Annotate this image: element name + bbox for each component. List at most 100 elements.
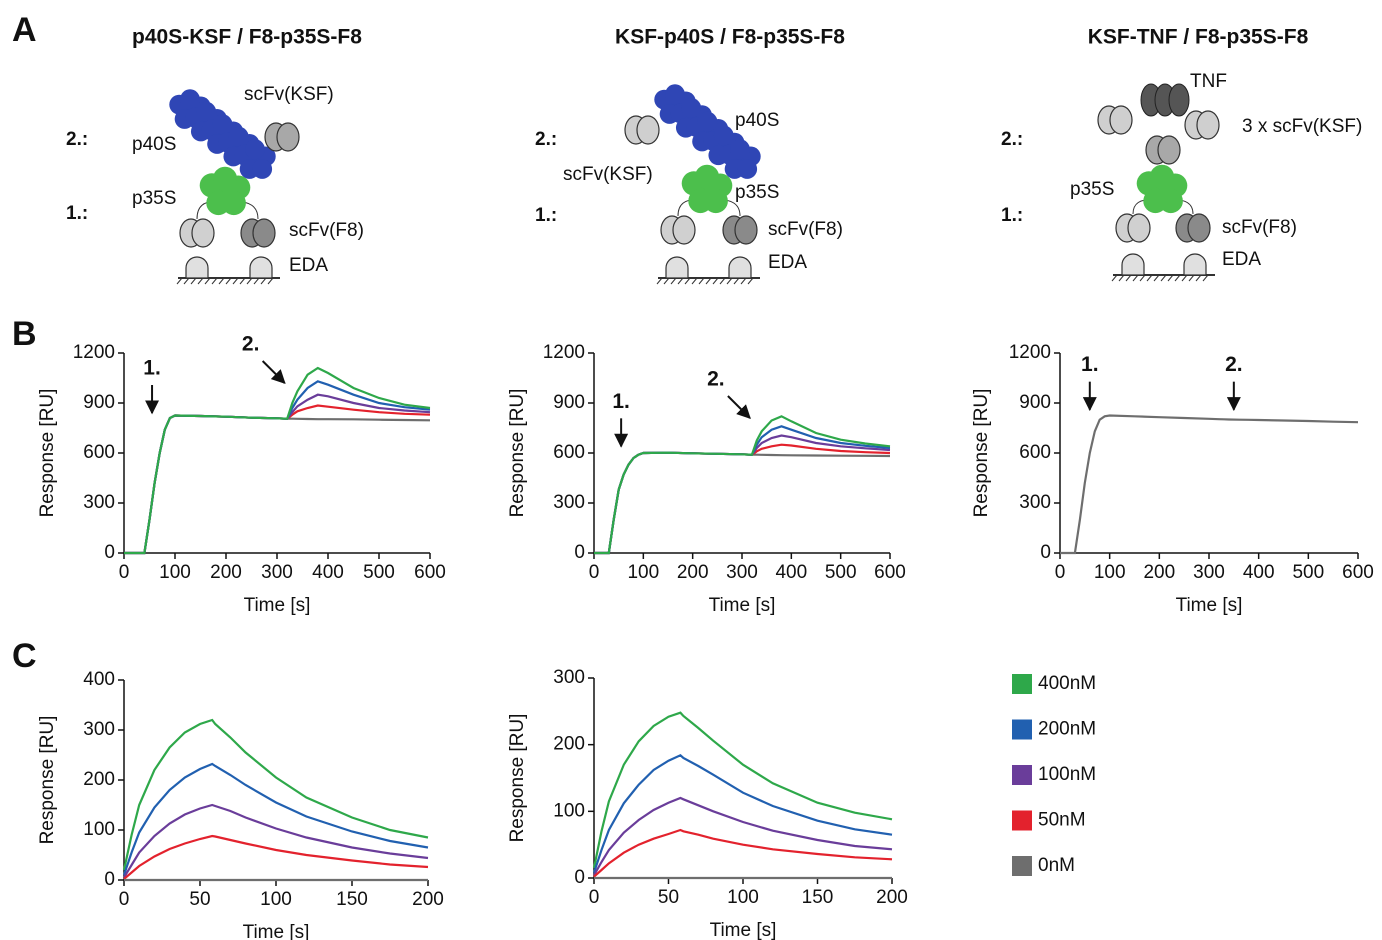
- x-tick-label: 200: [412, 889, 444, 910]
- protein-shape: [221, 190, 246, 216]
- y-tick-label: 1200: [73, 342, 115, 363]
- x-tick-label: 300: [726, 562, 758, 583]
- series-line: [592, 754, 893, 874]
- series-line: [124, 404, 431, 555]
- series-line: [123, 803, 429, 879]
- surface-hatch: [1202, 274, 1209, 282]
- y-tick-label: 900: [1019, 392, 1051, 413]
- series-line: [124, 414, 431, 555]
- step-label: 1.:: [1001, 205, 1023, 226]
- component-label: scFv(KSF): [244, 84, 334, 105]
- x-tick-label: 0: [119, 889, 130, 910]
- protein-shape: [252, 159, 273, 179]
- component-label: p35S: [132, 188, 176, 209]
- component-label: p35S: [735, 182, 779, 203]
- surface-hatch: [691, 277, 698, 285]
- series-line: [592, 711, 893, 869]
- protein-shape: [665, 84, 685, 105]
- step-label: 1.:: [535, 205, 557, 226]
- step-label: 2.:: [1001, 129, 1023, 150]
- tnf-domain: [1168, 83, 1190, 117]
- component-label: EDA: [768, 252, 807, 273]
- legend-label: 100nM: [1038, 764, 1096, 785]
- component-label: p35S: [1070, 179, 1114, 200]
- series-line: [124, 366, 431, 555]
- x-tick-label: 0: [589, 562, 600, 583]
- surface-hatch: [698, 277, 705, 285]
- protein-shape: [180, 89, 200, 110]
- y-tick-label: 300: [83, 719, 115, 740]
- surface-hatch: [246, 277, 253, 285]
- surface-hatch: [1195, 274, 1202, 282]
- diagram-title: KSF-TNF / F8-p35S-F8: [1088, 26, 1309, 49]
- panel-label: A: [12, 11, 37, 49]
- component-label: EDA: [1222, 249, 1261, 270]
- x-tick-label: 150: [802, 887, 834, 908]
- component-label: scFv(F8): [289, 220, 364, 241]
- surface-hatch: [239, 277, 246, 285]
- series-line: [594, 451, 891, 555]
- series-line: [594, 425, 891, 555]
- x-axis-label: Time [s]: [1176, 595, 1243, 616]
- y-tick-label: 0: [104, 542, 115, 563]
- annotation-arrow: [727, 395, 751, 419]
- y-tick-label: 1200: [1009, 342, 1051, 363]
- diagram-title: p40S-KSF / F8-p35S-F8: [132, 26, 362, 49]
- legend-label: 0nM: [1038, 855, 1075, 876]
- domain-shape: [1127, 213, 1151, 243]
- domain-shape: [636, 115, 660, 145]
- eda-domain: [185, 256, 209, 279]
- surface-hatch: [190, 277, 197, 285]
- legend-swatch: [1012, 674, 1032, 694]
- surface-hatch: [204, 277, 211, 285]
- protein-shape: [703, 188, 728, 214]
- surface-hatch: [183, 277, 190, 285]
- x-tick-label: 100: [627, 562, 659, 583]
- axis-line: [1059, 353, 1358, 554]
- surface-hatch: [719, 277, 726, 285]
- annotation-label: 1.: [143, 357, 161, 380]
- surface-hatch: [684, 277, 691, 285]
- surface-hatch: [747, 277, 754, 285]
- surface-hatch: [705, 277, 712, 285]
- y-tick-label: 900: [553, 392, 585, 413]
- surface-hatch: [1139, 274, 1146, 282]
- protein-shape: [1149, 164, 1175, 189]
- y-tick-label: 300: [553, 667, 585, 688]
- domain-shape: [672, 215, 696, 245]
- axis-line: [593, 353, 890, 554]
- y-axis-label: Response [RU]: [37, 716, 58, 845]
- surface-hatch: [218, 277, 225, 285]
- surface-hatch: [260, 277, 267, 285]
- x-tick-label: 50: [658, 887, 679, 908]
- domain-shape: [1187, 213, 1211, 243]
- x-tick-label: 500: [1292, 562, 1324, 583]
- x-tick-label: 200: [876, 887, 908, 908]
- protein-shape: [681, 98, 702, 118]
- series-line: [122, 718, 429, 871]
- y-tick-label: 0: [104, 869, 115, 890]
- component-label: scFv(F8): [1222, 217, 1297, 238]
- surface-hatch: [1167, 274, 1174, 282]
- step-label: 2.:: [535, 129, 557, 150]
- x-tick-label: 100: [1094, 562, 1126, 583]
- x-tick-label: 100: [159, 562, 191, 583]
- protein-shape: [730, 139, 750, 160]
- x-tick-label: 50: [189, 889, 210, 910]
- y-tick-label: 0: [1040, 542, 1051, 563]
- surface-hatch: [663, 277, 670, 285]
- domain-shape: [252, 218, 276, 248]
- y-tick-label: 600: [83, 442, 115, 463]
- x-tick-label: 400: [312, 562, 344, 583]
- y-tick-label: 600: [553, 442, 585, 463]
- surface-hatch: [1146, 274, 1153, 282]
- surface-hatch: [712, 277, 719, 285]
- surface-hatch: [1188, 274, 1195, 282]
- surface-hatch: [267, 277, 274, 285]
- series-line: [593, 828, 893, 878]
- eda-domain: [1183, 253, 1207, 276]
- surface-hatch: [1153, 274, 1160, 282]
- protein-shape: [228, 126, 249, 147]
- y-axis-label: Response [RU]: [507, 714, 528, 843]
- surface-hatch: [656, 277, 663, 285]
